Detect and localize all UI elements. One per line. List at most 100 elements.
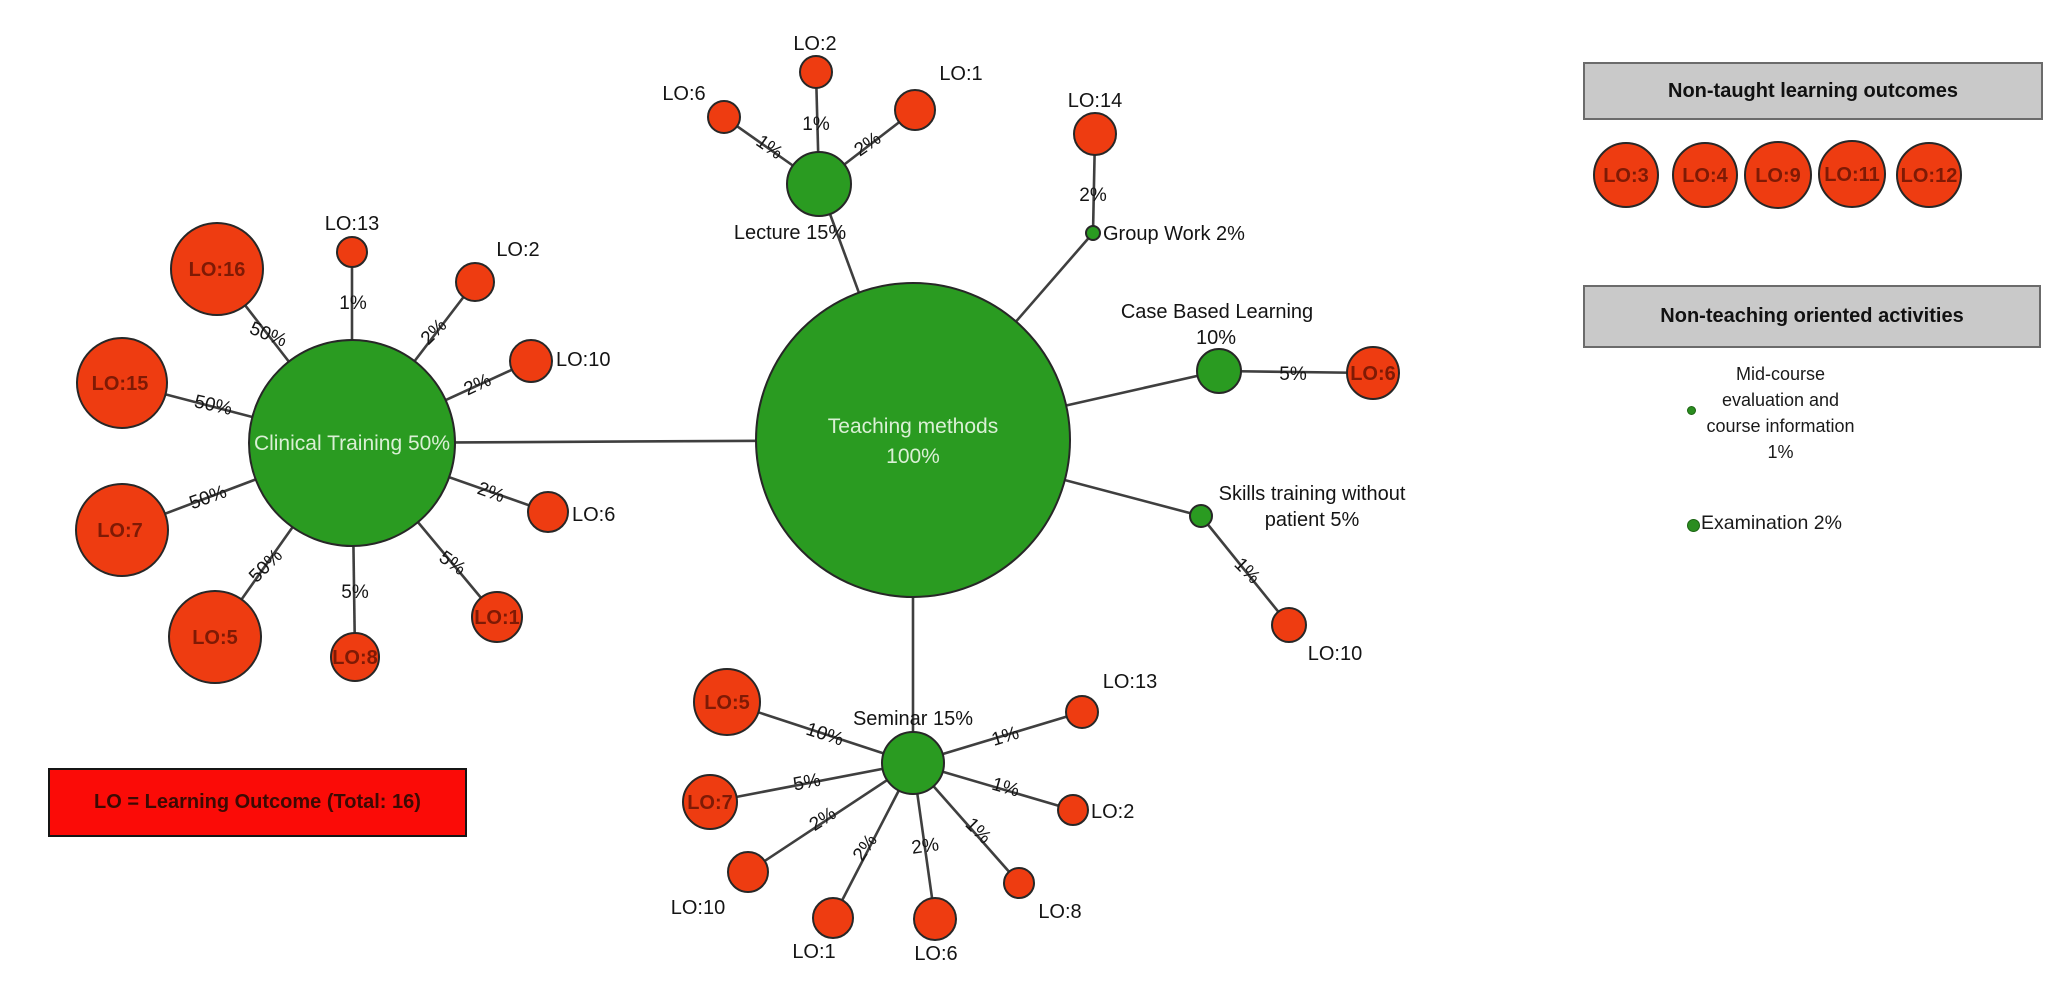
node-label-skills: Skills training without — [1219, 483, 1406, 505]
node-label-lec-lo6: LO:6 — [662, 83, 705, 105]
edge-label-seminar-sem-lo7: 5% — [791, 770, 822, 796]
edge-label-lecture-lec-lo6: 1% — [752, 131, 787, 164]
node-groupwork — [1085, 225, 1101, 241]
node-label-lec-lo1: LO:1 — [939, 63, 982, 85]
node-label-sem-lo13: LO:13 — [1103, 671, 1157, 693]
edge-label-clinical-cl-lo15: 50% — [192, 391, 234, 419]
node-lec-lo1 — [894, 89, 936, 131]
node-sem-lo7 — [682, 774, 738, 830]
midcourse-line-2: evaluation and — [1721, 390, 1840, 410]
edge-label-seminar-sem-lo1: 2% — [849, 830, 882, 865]
node-cl-lo1 — [471, 591, 523, 643]
node-lec-lo6 — [707, 100, 741, 134]
node-label-sem-lo6: LO:6 — [914, 943, 957, 965]
edge-label-clinical-cl-lo16: 50% — [246, 318, 289, 352]
node-lecture — [786, 151, 852, 217]
node-label-sem-lo10: LO:10 — [671, 897, 725, 919]
edge-seminar-sem-lo10 — [747, 761, 914, 874]
node-label-sem-lo7: LO:7 — [687, 792, 733, 814]
node-label-sem-lo1: LO:1 — [792, 941, 835, 963]
node-sk-lo10 — [1271, 607, 1307, 643]
node-sem-lo10 — [727, 851, 769, 893]
node-label-cl-lo6: LO:6 — [572, 504, 615, 526]
midcourse-line-4: 1% — [1767, 442, 1794, 462]
edge-label-groupwork-lo14: 2% — [1079, 185, 1107, 206]
node-sem-lo8 — [1003, 867, 1035, 899]
node-label-cl-lo8: LO:8 — [332, 647, 378, 669]
node-label-lo14: LO:14 — [1068, 90, 1122, 112]
node-seminar — [881, 731, 945, 795]
node-cl-lo16 — [170, 222, 264, 316]
node-label-cbl-lo6: LO:6 — [1350, 363, 1396, 385]
node-sem-lo1 — [812, 897, 854, 939]
edge-skills-sk-lo10 — [1199, 515, 1291, 626]
node-lo14 — [1073, 112, 1117, 156]
node-label-cl-lo1: LO:1 — [474, 607, 520, 629]
node-cbl-lo6 — [1346, 346, 1400, 400]
node-label-cl-lo5: LO:5 — [192, 627, 238, 649]
node-nt-lo11 — [1818, 140, 1886, 208]
edge-label-clinical-cl-lo13: 1% — [339, 293, 367, 314]
node-cl-lo6 — [527, 491, 569, 533]
node-label-cl-lo7: LO:7 — [97, 520, 143, 542]
examination-activity-dot — [1687, 519, 1700, 532]
edge-seminar-sem-lo7 — [709, 761, 914, 804]
node-label-cl-lo2: LO:2 — [496, 239, 539, 261]
node-label-nt-lo11: LO:11 — [1824, 164, 1880, 186]
node-label-lecture: Lecture 15% — [734, 222, 847, 244]
edge-label-clinical-cl-lo8: 5% — [341, 582, 369, 603]
node-label-seminar: Seminar 15% — [853, 708, 973, 730]
edge-label-clinical-cl-lo6: 2% — [474, 478, 507, 507]
edge-label-clinical-cl-lo5: 50% — [245, 545, 287, 587]
node-cbl — [1196, 348, 1242, 394]
node-label-groupwork: Group Work 2% — [1103, 223, 1245, 245]
node-label-cl-lo13: LO:13 — [325, 213, 379, 235]
node-label-sem-lo8: LO:8 — [1038, 901, 1081, 923]
edge-label-seminar-sem-lo6: 2% — [910, 834, 940, 859]
edge-label-cbl-cbl-lo6: 5% — [1279, 364, 1307, 385]
node-label-clinical: Clinical Training 50% — [254, 432, 450, 455]
midcourse-line-3: course information — [1706, 416, 1855, 436]
node-label-lec-lo2: LO:2 — [793, 33, 836, 55]
node-label-cl-lo10: LO:10 — [556, 349, 610, 371]
node-nt-lo12 — [1896, 142, 1962, 208]
node-label-nt-lo9: LO:9 — [1755, 165, 1801, 187]
midcourse-line-1: Mid-course — [1735, 364, 1826, 384]
node-cl-lo15 — [76, 337, 168, 429]
edge-label-clinical-cl-lo10: 2% — [461, 370, 495, 401]
node-label-cl-lo16: LO:16 — [189, 259, 246, 281]
legend-text: LO = Learning Outcome (Total: 16) — [94, 791, 421, 813]
node-skills — [1189, 504, 1213, 528]
node-cl-lo5 — [168, 590, 262, 684]
node-teaching — [755, 282, 1071, 598]
edge-label-seminar-sem-lo8: 1% — [961, 814, 995, 848]
examination-activity-label: Examination 2% — [1701, 512, 1842, 534]
node-cl-lo2 — [455, 262, 495, 302]
edge-label-seminar-sem-lo2: 1% — [989, 774, 1021, 802]
midcourse-activity-dot — [1687, 406, 1696, 415]
node-nt-lo3 — [1593, 142, 1659, 208]
node-nt-lo9 — [1744, 141, 1812, 209]
node-lec-lo2 — [799, 55, 833, 89]
node-label-teaching: Teaching methods — [828, 415, 998, 438]
edge-label-clinical-cl-lo7: 50% — [187, 481, 230, 514]
non-taught-outcomes-header: Non-taught learning outcomes — [1583, 62, 2043, 120]
node-clinical — [248, 339, 456, 547]
node-label-sem-lo2: LO:2 — [1091, 801, 1134, 823]
node-sem-lo13 — [1065, 695, 1099, 729]
node-cl-lo8 — [330, 632, 380, 682]
node-label-cl-lo15: LO:15 — [92, 373, 149, 395]
node-cl-lo10 — [509, 339, 553, 383]
node-label-cbl: Case Based Learning — [1121, 301, 1313, 323]
node-label-nt-lo12: LO:12 — [1901, 165, 1958, 187]
edge-label-seminar-sem-lo5: 10% — [803, 719, 846, 751]
edge-label-seminar-sem-lo13: 1% — [989, 723, 1022, 751]
node-label-nt-lo4: LO:4 — [1682, 165, 1728, 187]
node-label-sk-lo10: LO:10 — [1308, 643, 1362, 665]
node-sem-lo2 — [1057, 794, 1089, 826]
node-cl-lo13 — [336, 236, 368, 268]
node-label-nt-lo3: LO:3 — [1603, 165, 1649, 187]
node-label-cbl-1: 10% — [1196, 327, 1236, 349]
